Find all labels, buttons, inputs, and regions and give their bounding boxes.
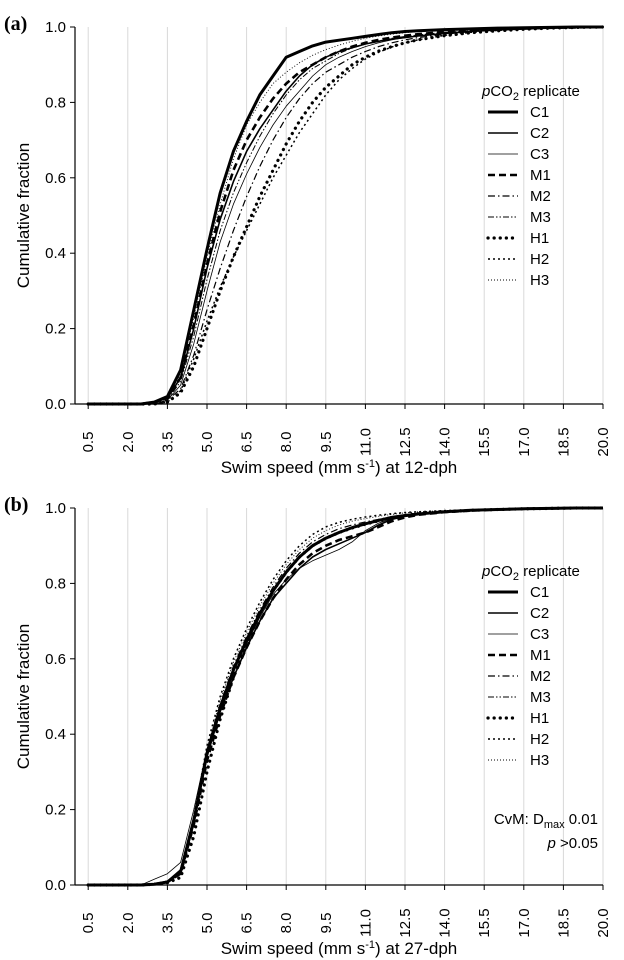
x-tick-label: 6.5 xyxy=(239,913,256,934)
x-tick-label: 14.0 xyxy=(437,908,454,937)
x-tick-label: 0.5 xyxy=(80,432,97,453)
legend-label: C3 xyxy=(530,146,549,163)
x-tick-label: 6.5 xyxy=(239,432,256,453)
legend-label: M2 xyxy=(530,188,551,205)
y-axis-title: Cumulative fraction xyxy=(14,624,33,770)
y-tick-label: 0.0 xyxy=(45,396,66,413)
series-line-m2 xyxy=(88,26,604,405)
legend-label: H2 xyxy=(530,731,549,748)
legend-label: C2 xyxy=(530,605,549,622)
x-tick-label: 0.5 xyxy=(80,913,97,934)
x-tick-label: 20.0 xyxy=(595,908,612,937)
legend-label: C2 xyxy=(530,125,549,142)
x-tick-label: 2.0 xyxy=(120,913,137,934)
y-tick-label: 0.4 xyxy=(45,726,66,743)
x-tick-label: 3.5 xyxy=(159,432,176,453)
x-tick-label: 3.5 xyxy=(159,913,176,934)
x-tick-label: 2.0 xyxy=(120,432,137,453)
legend-label: C1 xyxy=(530,584,549,601)
x-tick-label: 12.5 xyxy=(397,908,414,937)
series-line-h1 xyxy=(86,506,605,887)
panel-label: (a) xyxy=(4,13,27,35)
x-tick-label: 17.0 xyxy=(516,908,533,937)
series-line-h2 xyxy=(88,507,603,886)
legend-title: pCO2 replicate xyxy=(481,563,580,583)
x-tick-label: 8.0 xyxy=(278,913,295,934)
y-tick-label: 0.4 xyxy=(45,245,66,262)
x-tick-label: 20.0 xyxy=(595,427,612,456)
panel-a: 0.0 0.2 0.4 0.6 0.8 1.0 0.5 2.0 3.5 5.0 6.5 8.0 9.5 1… xyxy=(4,13,612,477)
legend-title: pCO2 replicate xyxy=(481,83,580,103)
legend-label: M1 xyxy=(530,647,551,664)
panel-label: (b) xyxy=(4,494,28,516)
x-tick-label: 9.5 xyxy=(318,913,335,934)
x-axis-title: Swim speed (mm s-1) at 12-dph xyxy=(221,458,458,477)
legend-label: C3 xyxy=(530,626,549,643)
series-line-h3 xyxy=(88,26,603,405)
legend-label: M3 xyxy=(530,209,551,226)
stat-annotation-dmax: CvM: Dmax 0.01 xyxy=(494,811,598,831)
x-tick-label: 9.5 xyxy=(318,432,335,453)
panel-b: 0.0 0.2 0.4 0.6 0.8 1.0 0.5 2.0 3.5 5.0 6.5 8.0 9.5 1… xyxy=(4,494,612,958)
y-tick-label: 0.8 xyxy=(45,575,66,592)
y-axis-title: Cumulative fraction xyxy=(14,143,33,289)
x-tick-label: 12.5 xyxy=(397,427,414,456)
y-tick-label: 0.2 xyxy=(45,802,66,819)
x-tick-label: 11.0 xyxy=(357,909,374,937)
series-line-h2 xyxy=(88,26,604,405)
x-tick-label: 15.5 xyxy=(476,427,493,456)
x-tick-label: 8.0 xyxy=(278,432,295,453)
series-line-m3 xyxy=(88,26,604,405)
legend-label: C1 xyxy=(530,104,549,121)
legend-label: H3 xyxy=(530,752,549,769)
x-tick-label: 17.0 xyxy=(516,427,533,456)
series-line-h3 xyxy=(88,507,603,886)
x-tick-label: 5.0 xyxy=(199,432,216,453)
y-tick-label: 1.0 xyxy=(45,19,66,36)
series-line-h1 xyxy=(86,25,605,406)
x-tick-label: 11.0 xyxy=(357,428,374,456)
y-tick-label: 0.6 xyxy=(45,170,66,187)
x-tick-label: 18.5 xyxy=(555,427,572,456)
x-tick-label: 15.5 xyxy=(476,908,493,937)
x-tick-label: 14.0 xyxy=(437,427,454,456)
x-tick-label: 5.0 xyxy=(199,913,216,934)
legend-label: H2 xyxy=(530,251,549,268)
legend-label: M1 xyxy=(530,167,551,184)
y-tick-label: 0.6 xyxy=(45,651,66,668)
y-tick-label: 0.8 xyxy=(45,94,66,111)
y-tick-label: 0.2 xyxy=(45,321,66,338)
x-axis-title: Swim speed (mm s-1) at 27-dph xyxy=(221,939,458,958)
stat-annotation-p: p >0.05 xyxy=(547,835,598,852)
legend-label: H1 xyxy=(530,710,549,727)
y-tick-label: 0.0 xyxy=(45,877,66,894)
legend-label: M3 xyxy=(530,689,551,706)
y-tick-label: 1.0 xyxy=(45,500,66,517)
legend-label: M2 xyxy=(530,668,551,685)
x-tick-label: 18.5 xyxy=(555,908,572,937)
legend-label: H3 xyxy=(530,272,549,289)
legend-label: H1 xyxy=(530,230,549,247)
